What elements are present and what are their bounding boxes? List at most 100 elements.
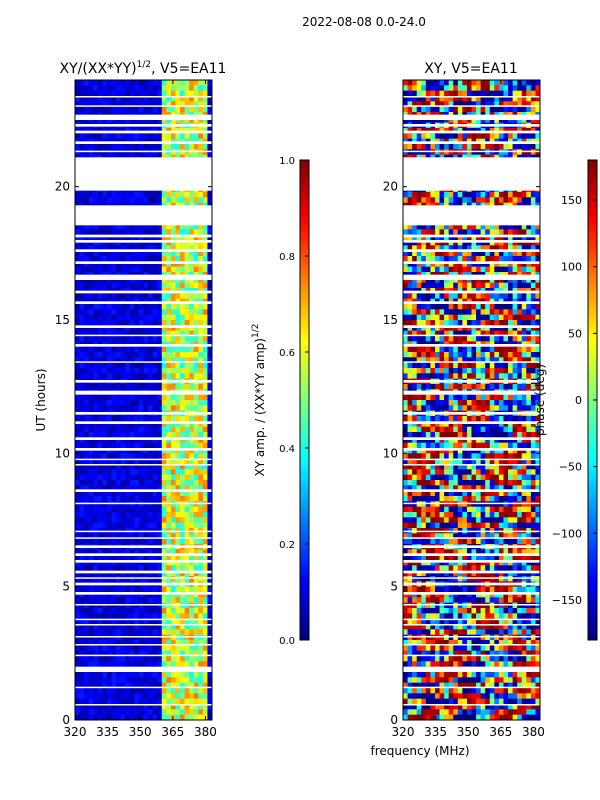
heatmap-cell bbox=[125, 362, 131, 369]
heatmap-cell bbox=[466, 277, 472, 284]
amp-panel-frame bbox=[74, 79, 213, 721]
heatmap-cell bbox=[184, 256, 190, 262]
heatmap-cell bbox=[180, 229, 185, 236]
heatmap-cell bbox=[170, 634, 176, 641]
heatmap-cell bbox=[120, 314, 126, 321]
heatmap-cell bbox=[111, 325, 117, 332]
heatmap-cell bbox=[521, 277, 527, 284]
heatmap-cell bbox=[175, 554, 181, 561]
heatmap-cell bbox=[129, 256, 135, 262]
heatmap-cell bbox=[180, 485, 185, 492]
heatmap-cell bbox=[425, 250, 431, 257]
heatmap-cell bbox=[102, 549, 108, 556]
heatmap-cell bbox=[425, 106, 431, 113]
heatmap-cell bbox=[489, 96, 495, 102]
heatmap-cell bbox=[143, 517, 149, 524]
flagged-gap bbox=[75, 325, 212, 328]
heatmap-cell bbox=[476, 90, 482, 97]
heatmap-cell bbox=[143, 149, 149, 156]
heatmap-cell bbox=[152, 330, 158, 337]
heatmap-cell bbox=[170, 346, 176, 353]
heatmap-cell bbox=[102, 485, 108, 492]
heatmap-cell bbox=[93, 421, 99, 428]
heatmap-cell bbox=[198, 693, 204, 700]
heatmap-cell bbox=[138, 517, 144, 524]
heatmap-cell bbox=[166, 224, 172, 230]
heatmap-cell bbox=[84, 106, 90, 113]
heatmap-cell bbox=[412, 133, 418, 140]
heatmap-cell bbox=[489, 85, 495, 92]
heatmap-cell bbox=[157, 405, 163, 412]
heatmap-cell bbox=[517, 245, 523, 252]
heatmap-cell bbox=[157, 645, 163, 652]
heatmap-cell bbox=[102, 229, 108, 236]
heatmap-cell bbox=[106, 224, 112, 230]
heatmap-cell bbox=[476, 256, 482, 262]
heatmap-cell bbox=[512, 304, 518, 310]
heatmap-cell bbox=[116, 592, 122, 598]
heatmap-cell bbox=[125, 96, 131, 102]
heatmap-cell bbox=[193, 618, 199, 625]
heatmap-cell bbox=[175, 250, 181, 257]
heatmap-cell bbox=[166, 357, 172, 364]
heatmap-cell bbox=[198, 597, 204, 604]
heatmap-cell bbox=[79, 458, 85, 465]
heatmap-cell bbox=[134, 602, 140, 609]
heatmap-cell bbox=[129, 421, 135, 428]
heatmap-cell bbox=[508, 282, 513, 289]
heatmap-cell bbox=[75, 576, 80, 582]
heatmap-cell bbox=[421, 80, 427, 86]
heatmap-cell bbox=[138, 282, 144, 289]
heatmap-cell bbox=[161, 421, 167, 428]
heatmap-cell bbox=[193, 304, 199, 310]
heatmap-cell bbox=[125, 490, 131, 497]
heatmap-cell bbox=[93, 394, 99, 401]
heatmap-cell bbox=[134, 80, 140, 86]
x-tick-label: 320 bbox=[64, 725, 87, 739]
heatmap-cell bbox=[157, 533, 163, 540]
heatmap-cell bbox=[189, 314, 195, 321]
heatmap-cell bbox=[198, 640, 204, 646]
heatmap-cell bbox=[143, 554, 149, 561]
heatmap-cell bbox=[189, 346, 195, 353]
heatmap-cell bbox=[448, 197, 454, 204]
heatmap-cell bbox=[88, 229, 94, 236]
heatmap-cell bbox=[111, 309, 117, 316]
heatmap-cell bbox=[79, 464, 85, 470]
heatmap-cell bbox=[170, 501, 176, 508]
heatmap-cell bbox=[152, 645, 158, 652]
heatmap-cell bbox=[152, 570, 158, 577]
heatmap-cell bbox=[97, 469, 103, 476]
heatmap-cell bbox=[106, 80, 112, 86]
heatmap-cell bbox=[407, 304, 413, 310]
heatmap-cell bbox=[157, 693, 163, 700]
heatmap-cell bbox=[75, 384, 80, 390]
heatmap-cell bbox=[184, 277, 190, 284]
heatmap-cell bbox=[453, 149, 459, 156]
heatmap-cell bbox=[116, 250, 122, 257]
heatmap-cell bbox=[198, 101, 204, 108]
heatmap-cell bbox=[471, 192, 477, 198]
heatmap-cell bbox=[180, 453, 185, 460]
heatmap-cell bbox=[407, 117, 413, 124]
heatmap-cell bbox=[93, 704, 99, 710]
heatmap-cell bbox=[157, 133, 163, 140]
heatmap-cell bbox=[111, 357, 117, 364]
heatmap-cell bbox=[175, 677, 181, 684]
heatmap-cell bbox=[84, 613, 90, 620]
heatmap-cell bbox=[530, 261, 536, 268]
heatmap-cell bbox=[170, 197, 176, 204]
heatmap-cell bbox=[102, 560, 108, 566]
heatmap-cell bbox=[97, 96, 103, 102]
heatmap-cell bbox=[152, 629, 158, 636]
heatmap-cell bbox=[170, 293, 176, 300]
flagged-gap bbox=[75, 437, 212, 440]
heatmap-cell bbox=[106, 293, 112, 300]
heatmap-cell bbox=[129, 144, 135, 150]
heatmap-cell bbox=[503, 250, 509, 257]
heatmap-cell bbox=[161, 458, 167, 465]
heatmap-cell bbox=[138, 688, 144, 694]
heatmap-cell bbox=[93, 570, 99, 577]
heatmap-cell bbox=[425, 224, 431, 230]
